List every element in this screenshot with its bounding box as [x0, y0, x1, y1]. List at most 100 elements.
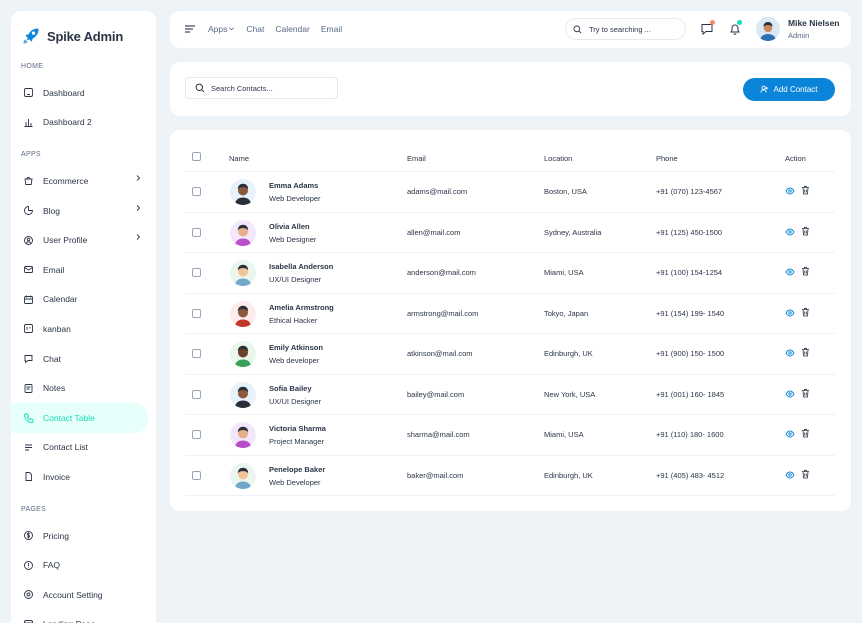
- sidebar-item-landing-page[interactable]: Landing Page: [11, 610, 148, 623]
- header-search[interactable]: Try to searching ...: [565, 18, 686, 40]
- contact-avatar: [230, 300, 256, 327]
- contact-avatar: [230, 341, 256, 367]
- sidebar-item-label: Chat: [43, 353, 61, 364]
- search-icon: [573, 25, 582, 33]
- eye-icon[interactable]: [785, 429, 795, 439]
- row-checkbox[interactable]: [192, 268, 201, 277]
- basket-icon: [23, 175, 34, 186]
- contact-search-input[interactable]: [211, 83, 331, 93]
- eye-icon[interactable]: [785, 308, 795, 318]
- trash-icon[interactable]: [801, 307, 810, 317]
- person-avatar-icon: [230, 341, 256, 367]
- contact-name: Amelia Armstrong: [269, 302, 334, 312]
- contact-location: Edinburgh, UK: [544, 349, 593, 358]
- row-checkbox[interactable]: [192, 227, 201, 237]
- sidebar-item-label: Dashboard 2: [43, 117, 92, 128]
- sidebar-item-label: Landing Page: [43, 619, 95, 623]
- contact-role: UX/UI Designer: [269, 396, 322, 406]
- contact-location: Miami, USA: [544, 268, 584, 277]
- contact-avatar: [230, 179, 256, 205]
- sidebar-item-calendar[interactable]: Calendar: [11, 285, 148, 315]
- row-checkbox[interactable]: [192, 308, 201, 318]
- chat-icon: [23, 353, 34, 364]
- brand[interactable]: Spike Admin: [11, 11, 156, 51]
- contact-email: allen@mail.com: [407, 227, 461, 237]
- sidebar-item-label: Account Setting: [43, 589, 103, 600]
- help-icon: [23, 560, 34, 571]
- select-all-checkbox[interactable]: [192, 152, 201, 161]
- table-row: Emma Adams Web Developer adams@mail.com …: [185, 172, 835, 213]
- sidebar-item-label: Contact Table: [43, 412, 95, 423]
- contact-location: Boston, USA: [544, 187, 587, 196]
- sidebar-item-contact-list[interactable]: Contact List: [11, 433, 148, 463]
- person-avatar-icon: [230, 422, 256, 448]
- sidebar-item-label: Dashboard: [43, 87, 85, 98]
- top-nav-chat[interactable]: Chat: [246, 24, 265, 34]
- sidebar-item-faq[interactable]: FAQ: [11, 550, 148, 580]
- bell-icon[interactable]: [728, 22, 742, 36]
- row-checkbox[interactable]: [192, 187, 201, 196]
- add-contact-button[interactable]: Add Contact: [743, 78, 835, 101]
- trash-icon[interactable]: [801, 388, 810, 398]
- sidebar-item-dashboard-2[interactable]: Dashboard 2: [11, 108, 148, 138]
- sidebar-item-blog[interactable]: Blog: [11, 196, 148, 226]
- person-avatar-icon: [230, 300, 256, 327]
- sidebar-item-label: Blog: [43, 205, 61, 216]
- contact-name: Olivia Allen: [269, 221, 310, 231]
- trash-icon[interactable]: [801, 469, 810, 479]
- sidebar-item-ecommerce[interactable]: Ecommerce: [11, 166, 148, 196]
- user-avatar-icon: [756, 17, 780, 41]
- contact-email: sharma@mail.com: [407, 430, 470, 439]
- menu-toggle-icon[interactable]: [184, 23, 196, 35]
- contact-role: Web Developer: [269, 194, 321, 203]
- nav-section-title: HOME: [21, 63, 44, 70]
- column-action: Action: [785, 154, 806, 163]
- message-icon[interactable]: [700, 22, 714, 36]
- row-checkbox[interactable]: [192, 349, 201, 358]
- eye-icon[interactable]: [785, 389, 795, 399]
- sidebar-item-contact-table[interactable]: Contact Table: [11, 402, 148, 433]
- sidebar-item-account-setting[interactable]: Account Setting: [11, 580, 148, 610]
- trash-icon[interactable]: [801, 185, 810, 195]
- contact-location: Miami, USA: [544, 430, 584, 439]
- eye-icon[interactable]: [785, 267, 795, 277]
- top-nav-apps[interactable]: Apps: [208, 24, 235, 34]
- table-row: Penelope Baker Web Developer baker@mail.…: [185, 456, 835, 496]
- sidebar-item-invoice[interactable]: Invoice: [11, 462, 148, 492]
- column-name: Name: [229, 154, 250, 163]
- contact-avatar: [230, 381, 256, 408]
- row-checkbox[interactable]: [192, 389, 201, 399]
- contact-role: Ethical Hacker: [269, 315, 318, 325]
- user-avatar[interactable]: [756, 17, 780, 41]
- contact-phone: +91 (900) 150- 1500: [656, 349, 725, 358]
- contact-email: armstrong@mail.com: [407, 308, 479, 318]
- sidebar-item-user-profile[interactable]: User Profile: [11, 225, 148, 255]
- trash-icon[interactable]: [801, 428, 810, 438]
- sidebar-item-label: Email: [43, 264, 65, 275]
- contact-name: Isabella Anderson: [269, 262, 334, 271]
- trash-icon[interactable]: [801, 266, 810, 276]
- row-checkbox[interactable]: [192, 470, 201, 480]
- sidebar-item-label: kanban: [43, 323, 71, 334]
- contact-phone: +91 (405) 483- 4512: [656, 470, 725, 480]
- sidebar-item-kanban[interactable]: kanban: [11, 314, 148, 344]
- trash-icon[interactable]: [801, 347, 810, 357]
- eye-icon[interactable]: [785, 470, 795, 480]
- top-nav-calendar[interactable]: Calendar: [275, 24, 310, 34]
- sidebar-item-chat[interactable]: Chat: [11, 344, 148, 374]
- top-nav-email[interactable]: Email: [320, 24, 343, 34]
- sidebar-item-email[interactable]: Email: [11, 255, 148, 285]
- contact-role: Web Designer: [269, 234, 317, 244]
- trash-icon[interactable]: [801, 226, 810, 236]
- eye-icon[interactable]: [785, 227, 795, 237]
- row-checkbox[interactable]: [192, 430, 201, 439]
- sidebar-item-dashboard[interactable]: Dashboard: [11, 78, 148, 108]
- message-badge: [710, 20, 715, 25]
- chart-icon: [23, 117, 34, 128]
- sidebar-item-notes[interactable]: Notes: [11, 373, 148, 403]
- eye-icon[interactable]: [785, 186, 795, 196]
- app-window-icon: [23, 619, 34, 623]
- sidebar-item-pricing[interactable]: Pricing: [11, 521, 148, 551]
- contact-search: [185, 77, 338, 99]
- eye-icon[interactable]: [785, 348, 795, 358]
